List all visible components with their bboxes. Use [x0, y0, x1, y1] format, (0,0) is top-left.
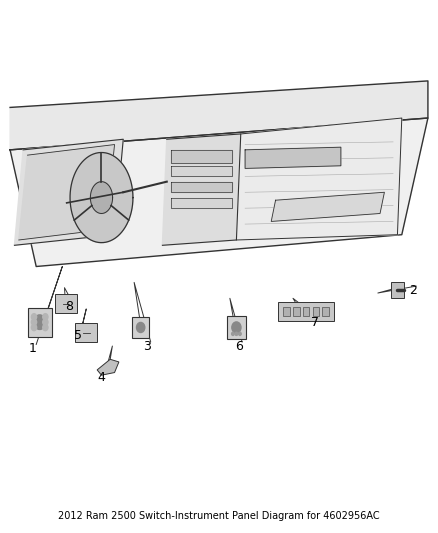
Circle shape: [43, 319, 48, 325]
Polygon shape: [278, 302, 334, 321]
Text: 1: 1: [29, 342, 37, 355]
Circle shape: [32, 319, 37, 325]
Circle shape: [32, 324, 37, 330]
Polygon shape: [75, 323, 97, 342]
Text: 3: 3: [143, 340, 151, 352]
Polygon shape: [70, 152, 133, 243]
Text: 7: 7: [311, 316, 319, 329]
Polygon shape: [171, 198, 232, 208]
Polygon shape: [237, 118, 402, 240]
Text: 2: 2: [409, 284, 417, 297]
Polygon shape: [28, 308, 52, 337]
Polygon shape: [19, 144, 115, 240]
Polygon shape: [293, 307, 300, 317]
Polygon shape: [14, 139, 123, 245]
Circle shape: [232, 322, 241, 333]
Polygon shape: [322, 307, 329, 317]
Polygon shape: [391, 282, 404, 298]
Polygon shape: [97, 359, 119, 375]
Text: 8: 8: [65, 300, 73, 313]
Circle shape: [232, 332, 234, 335]
Polygon shape: [90, 182, 113, 214]
Polygon shape: [245, 147, 341, 168]
Polygon shape: [283, 307, 290, 317]
Polygon shape: [227, 317, 246, 338]
Circle shape: [43, 324, 48, 330]
Polygon shape: [171, 150, 232, 163]
Circle shape: [43, 314, 48, 320]
Polygon shape: [55, 294, 77, 313]
Text: 2012 Ram 2500 Switch-Instrument Panel Diagram for 4602956AC: 2012 Ram 2500 Switch-Instrument Panel Di…: [58, 511, 380, 521]
Circle shape: [235, 332, 238, 335]
Polygon shape: [132, 317, 149, 337]
Polygon shape: [171, 182, 232, 192]
Text: 4: 4: [98, 372, 106, 384]
Polygon shape: [10, 118, 428, 266]
Text: 5: 5: [74, 329, 81, 342]
Circle shape: [34, 315, 46, 329]
Circle shape: [32, 314, 37, 320]
Text: 6: 6: [235, 340, 243, 352]
Polygon shape: [171, 166, 232, 176]
Polygon shape: [10, 81, 428, 150]
Polygon shape: [162, 134, 241, 245]
Polygon shape: [271, 192, 385, 221]
Circle shape: [137, 322, 145, 333]
Polygon shape: [303, 307, 309, 317]
Circle shape: [239, 332, 241, 335]
Polygon shape: [313, 307, 319, 317]
